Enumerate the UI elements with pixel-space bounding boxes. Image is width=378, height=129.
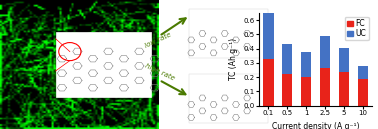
Bar	[358, 66, 368, 79]
Bar	[301, 52, 311, 77]
Bar	[358, 79, 368, 106]
Bar	[320, 36, 330, 68]
Bar	[189, 9, 268, 58]
Text: low rate: low rate	[144, 31, 172, 49]
Bar	[189, 74, 268, 123]
Legend: FC, UC: FC, UC	[345, 17, 369, 41]
Y-axis label: TC (Ah g⁻¹): TC (Ah g⁻¹)	[229, 38, 238, 80]
Bar	[320, 68, 330, 106]
Bar	[339, 48, 349, 72]
Bar	[282, 74, 293, 106]
Bar	[282, 44, 293, 74]
Text: high rate: high rate	[144, 62, 175, 81]
Bar	[263, 13, 274, 59]
Bar	[301, 77, 311, 106]
Bar	[56, 32, 151, 97]
Bar	[339, 72, 349, 106]
Bar	[263, 59, 274, 106]
X-axis label: Current density (A g⁻¹): Current density (A g⁻¹)	[272, 122, 359, 129]
